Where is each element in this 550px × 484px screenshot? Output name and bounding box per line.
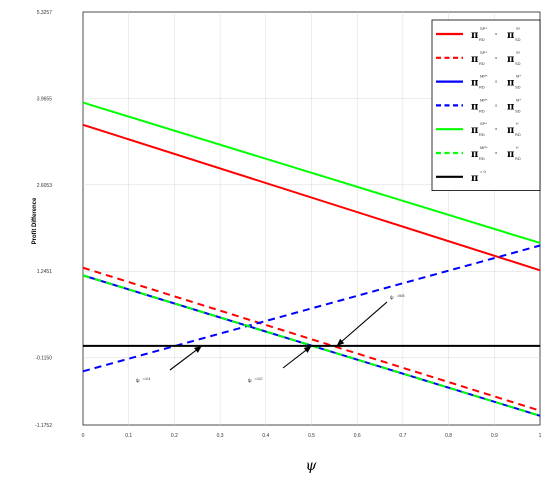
annotation-symbol: ψ [248, 378, 252, 384]
legend-sub-right: SD [515, 85, 521, 90]
y-axis-label: Profit Difference [32, 197, 38, 244]
legend-sub-right: RD [515, 156, 521, 161]
legend-symbol: π [507, 125, 514, 136]
legend-sub-left: RD [479, 108, 485, 113]
legend-symbol: π [507, 78, 514, 89]
y-tick-label: 5.3257 [37, 10, 53, 16]
legend-sub-left: RD [479, 132, 485, 137]
x-tick-label: 0.9 [491, 433, 498, 439]
y-tick-label: 3.9655 [37, 96, 53, 102]
legend-symbol: π [507, 101, 514, 112]
legend-sup-left: SP* [480, 50, 487, 55]
annotation-value: =5/8 [397, 293, 406, 298]
series-line-5 [82, 101, 541, 244]
annotation-3: ψ =5/8 [336, 293, 405, 347]
annotation-2: ψ =1/2 [248, 345, 312, 384]
legend-sub-right: SD [515, 61, 521, 66]
legend-sub-left: RD [479, 156, 485, 161]
legend-symbol: π [471, 54, 478, 65]
legend-symbol: π [507, 54, 514, 65]
annotation-value: =1/2 [255, 376, 264, 381]
legend-sub-left: RD [479, 85, 485, 90]
legend-sup-right: M* [516, 74, 521, 79]
x-tick-label: 0.5 [308, 433, 315, 439]
annotation-symbol: ψ [136, 378, 140, 384]
legend-entry-2: πSP*RDo πS*SD [436, 50, 521, 66]
legend-symbol: π [471, 149, 478, 160]
legend-sup-right: S* [516, 26, 521, 31]
legend-separator: o [495, 126, 498, 131]
x-tick-label: 0.7 [399, 433, 406, 439]
annotation-arrow-head [303, 345, 312, 353]
legend-sup-left: SP* [480, 26, 487, 31]
x-tick-label: 0.6 [354, 433, 361, 439]
x-tick-label: 0.1 [125, 433, 132, 439]
x-axis-label: ψ [306, 458, 318, 474]
legend-sup-right: M* [516, 97, 521, 102]
legend-separator: o [495, 31, 498, 36]
x-tick-label: 0.3 [217, 433, 224, 439]
legend-sup-left: SP* [480, 121, 487, 126]
annotations: ψ =1/4 ψ =1/2ψ =5/8 [136, 293, 405, 384]
legend-symbol: π [471, 30, 478, 41]
annotation-value: =1/4 [143, 376, 152, 381]
annotation-symbol: ψ [390, 295, 394, 301]
legend-symbol: π [471, 101, 478, 112]
series-layer [82, 101, 541, 417]
legend-symbol: π [507, 30, 514, 41]
legend-separator: o [495, 55, 498, 60]
series-line-2 [82, 266, 541, 412]
y-tick-label: 2.6053 [37, 183, 53, 189]
series-line-6 [82, 274, 541, 417]
annotation-arrow-shaft [336, 301, 388, 347]
annotation-label: ψ =1/4 [136, 376, 151, 384]
x-tick-label: 1 [539, 433, 542, 439]
legend-sub-right: SD [515, 108, 521, 113]
legend-entry-4: πMP*RDo πM*SD [436, 97, 521, 113]
x-tick-label: 0.8 [445, 433, 452, 439]
annotation-label: ψ =5/8 [390, 293, 405, 301]
legend-sup-left: MP* [480, 74, 488, 79]
annotation-1: ψ =1/4 [136, 345, 203, 384]
legend-sup-left: MP* [480, 145, 488, 150]
legend-separator: o [495, 150, 498, 155]
y-tick-label: -1.1752 [35, 423, 52, 429]
y-tick-label: 1.2451 [37, 269, 53, 275]
y-axis-ticks: 5.3257 3.9655 2.6053 1.2451 -0.1150 -1.1752 [35, 10, 52, 429]
annotation-label: ψ =1/2 [248, 376, 263, 384]
legend-symbol: π [507, 149, 514, 160]
x-tick-label: 0.4 [262, 433, 269, 439]
annotation-arrow-head [336, 338, 345, 346]
annotation-arrow-head [194, 345, 202, 353]
legend-sub-right: SD [515, 37, 521, 42]
y-tick-label: -0.1150 [35, 356, 52, 362]
legend-sub-right: RD [515, 132, 521, 137]
legend-sub-left: RD [479, 37, 485, 42]
legend-entry-6: πMP*RDo πI*RD [436, 145, 521, 161]
legend-entry-3: πMP*RDo πM*SD [436, 74, 521, 90]
legend-entry-7: π= 0 [436, 169, 486, 184]
legend-separator: o [495, 79, 498, 84]
x-axis-ticks: 0 0.1 0.2 0.3 0.4 0.5 0.6 0.7 0.8 0.9 1 [82, 433, 542, 439]
legend-box [431, 19, 541, 192]
legend-sup-right: S* [516, 50, 521, 55]
series-line-4 [82, 244, 541, 373]
legend-entry-1: πSP*RDo πS*SD [436, 26, 521, 42]
x-tick-label: 0.2 [171, 433, 178, 439]
series-line-1 [82, 123, 541, 272]
x-tick-label: 0 [82, 433, 85, 439]
legend-symbol: π [471, 78, 478, 89]
legend-symbol: π [471, 125, 478, 136]
legend-symbol: π [471, 173, 478, 184]
legend-entry-5: πSP*RDo πI*RD [436, 121, 521, 137]
legend-sup-right: I* [516, 121, 519, 126]
legend-sup-right: I* [516, 145, 519, 150]
legend-sup-left: MP* [480, 97, 488, 102]
legend-separator: o [495, 102, 498, 107]
legend-sup-left: = 0 [480, 169, 486, 174]
legend-sub-left: RD [479, 61, 485, 66]
